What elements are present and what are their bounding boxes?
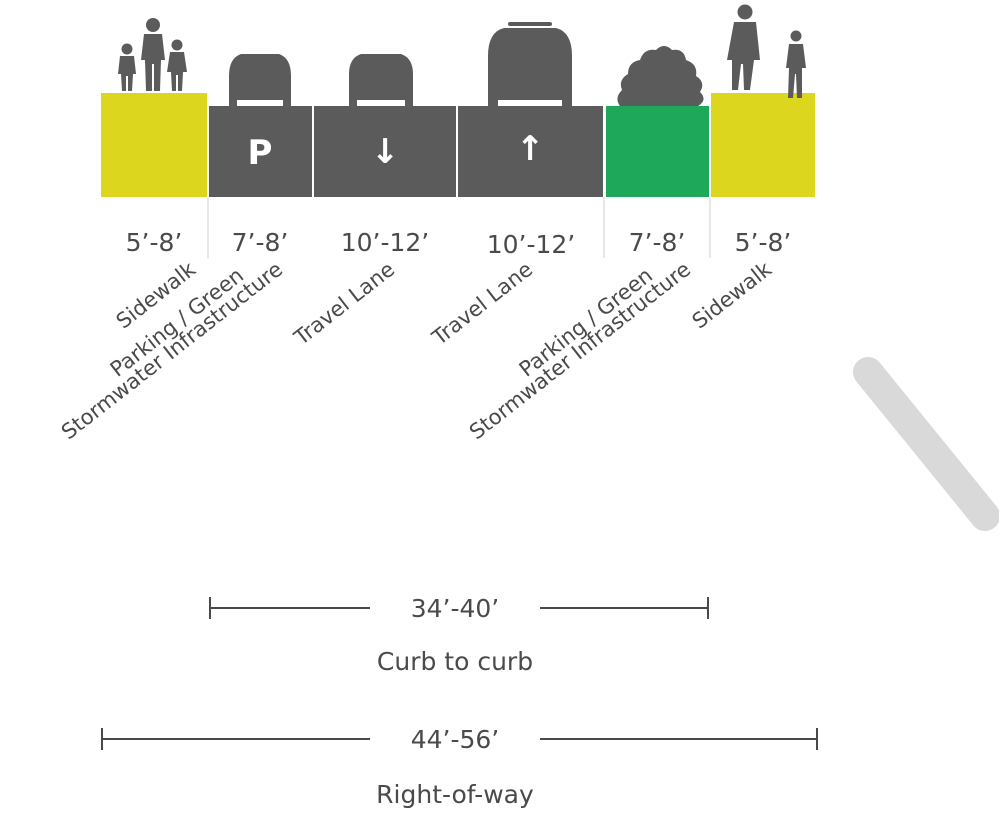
travel-lane-northbound-segment [458, 106, 603, 197]
segment-width-5: 7’-8’ [629, 228, 686, 257]
segment-label-travel-lane-2: Travel Lane [427, 257, 537, 350]
segment-width-1: 5’-8’ [126, 228, 183, 257]
down-arrow-icon: ↓ [371, 132, 400, 172]
up-arrow-icon: ↑ [516, 129, 545, 169]
watermark-stroke [853, 357, 999, 531]
shrub-icon [617, 46, 704, 106]
curb-to-curb-value: 34’-40’ [411, 594, 500, 623]
parking-p-symbol: P [248, 133, 273, 173]
segment-width-3: 10’-12’ [341, 228, 430, 257]
curb-to-curb-label: Curb to curb [377, 647, 533, 676]
segment-width-6: 5’-8’ [735, 228, 792, 257]
car-icon [349, 54, 413, 106]
right-of-way-value: 44’-56’ [411, 725, 500, 754]
suv-icon [488, 22, 572, 106]
segment-label-parking-right-line1: Parking / Green [515, 263, 657, 382]
pedestrians-family-icon [118, 18, 187, 91]
pedestrians-walking-icon [727, 4, 806, 98]
curb-to-curb-dimension: 34’-40’ Curb to curb [209, 594, 709, 676]
sidewalk-right-segment [711, 93, 815, 197]
parking-left-segment [209, 106, 312, 197]
right-of-way-label: Right-of-way [376, 780, 534, 809]
parked-car-icon [229, 54, 291, 106]
segment-label-sidewalk-right: Sidewalk [688, 257, 777, 334]
green-infrastructure-segment [606, 106, 709, 197]
sidewalk-left-segment [101, 93, 207, 197]
segment-width-2: 7’-8’ [232, 228, 289, 257]
segment-label-travel-lane-1: Travel Lane [289, 257, 399, 350]
segment-width-4: 10’-12’ [487, 230, 576, 259]
travel-lane-southbound-segment [314, 106, 456, 197]
right-of-way-dimension: 44’-56’ Right-of-way [101, 725, 818, 809]
